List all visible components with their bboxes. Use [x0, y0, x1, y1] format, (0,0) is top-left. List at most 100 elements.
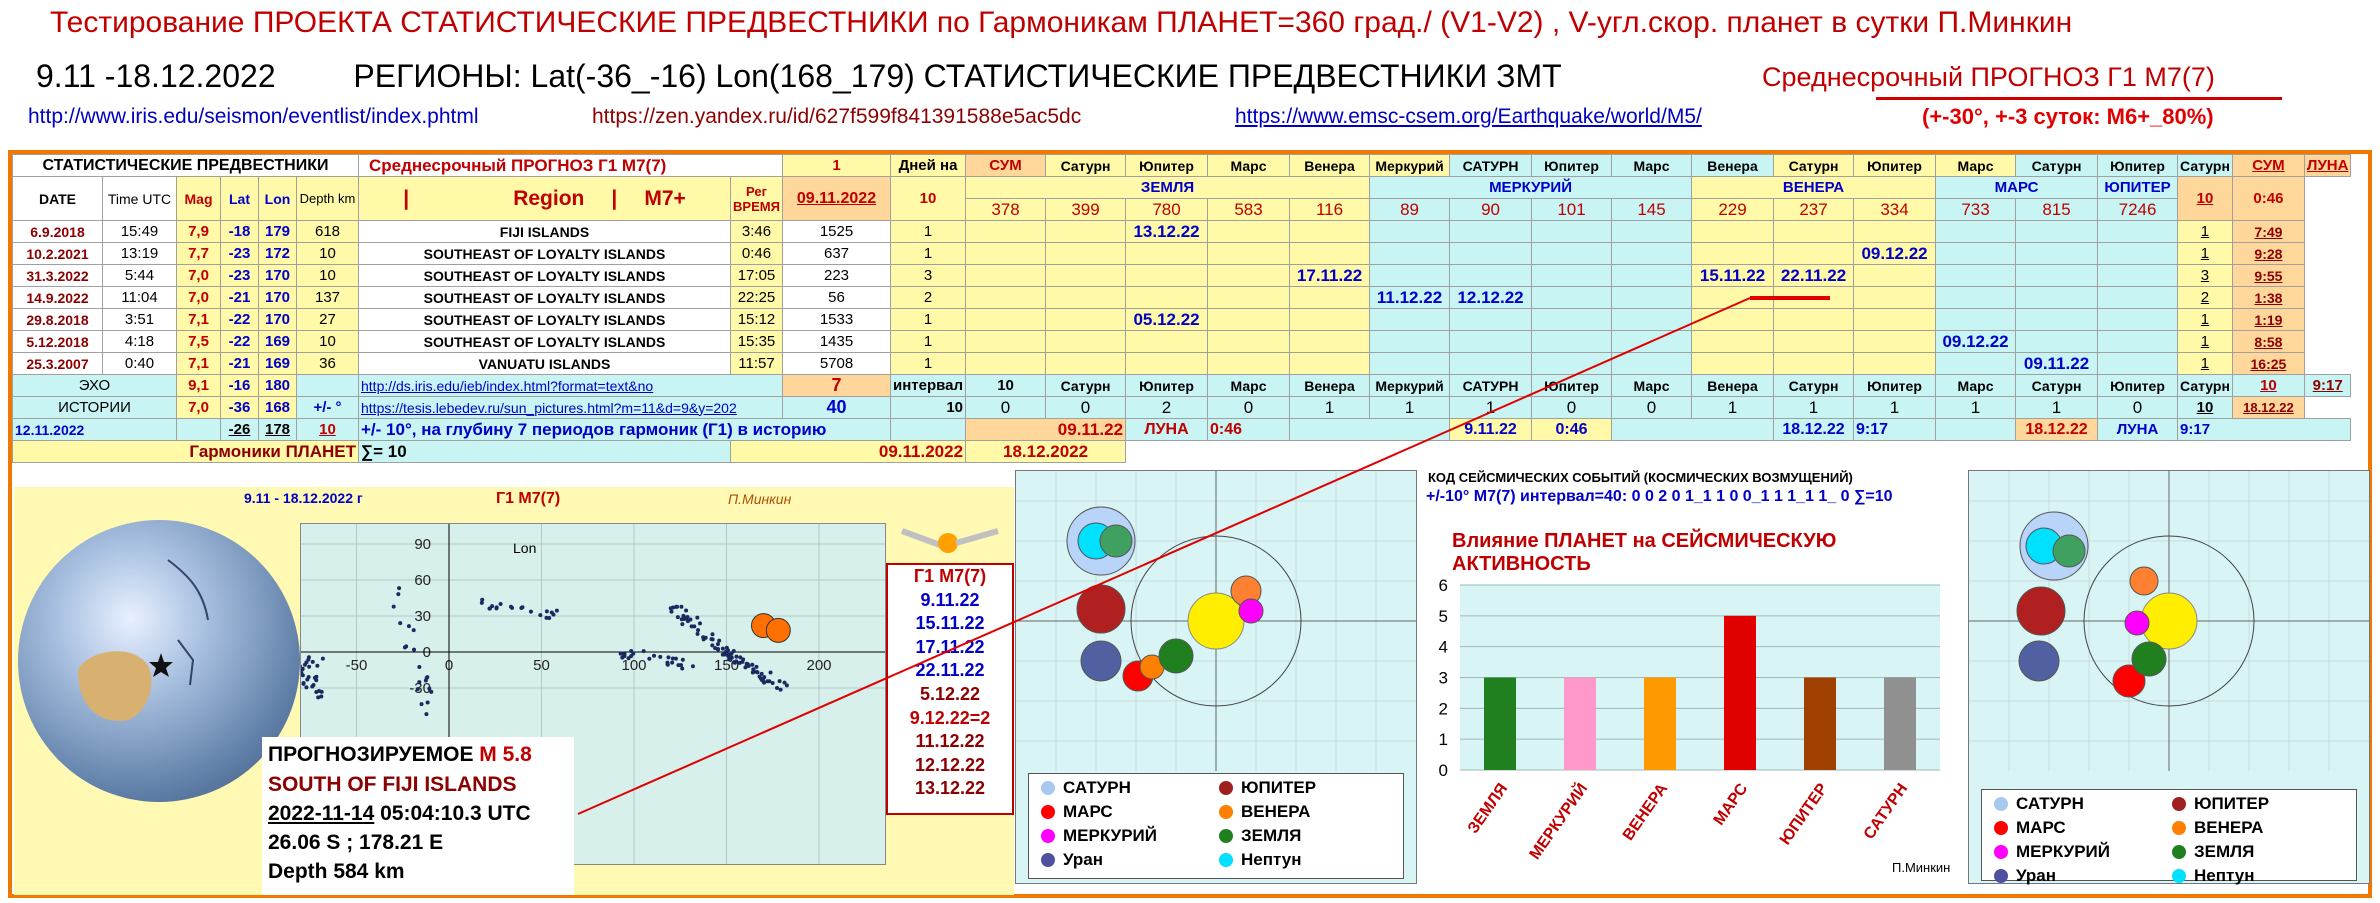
map-x-tick: 50 [533, 657, 550, 674]
empty-cell [1449, 330, 1533, 353]
australia-shape [78, 651, 152, 721]
now-depth: 10 [296, 418, 359, 441]
forecast-date-cell: 17.11.22 [1289, 264, 1371, 287]
table-row: 14.9.2022 11:04 7,0 -21 170 137 SOUTHEAST OF L… [12, 286, 2351, 309]
hist-count: 10 [889, 396, 967, 419]
legend-item: МАРС [1994, 818, 2066, 838]
row-region: VANUATU ISLANDS [358, 352, 731, 375]
row-sum: 1 [889, 330, 967, 353]
legend-item: ЗЕМЛЯ [1219, 826, 1301, 846]
planet-header: Сатурн [1773, 154, 1855, 177]
row-lat: -21 [220, 286, 259, 309]
forecast-dates-list: Г1 М7(7) 9.11.22 15.11.22 17.11.22 22.11.22… [886, 563, 1014, 815]
hist-count-cell: 0 [1611, 396, 1693, 419]
quake-dot [724, 652, 729, 657]
legend-item: САТУРН [1994, 794, 2084, 814]
days-label: Дней на [889, 154, 967, 177]
row-depth: 618 [296, 220, 359, 243]
bar-category-label: МАРС [1711, 780, 1752, 828]
row-date: 5.12.2018 [12, 330, 103, 353]
legend-swatch [1994, 821, 2008, 835]
row-lat: -18 [220, 220, 259, 243]
quake-dot [777, 679, 782, 684]
planet-header: Венера [1289, 154, 1371, 177]
legend-label: МАРС [2016, 818, 2066, 837]
empty-cell [1853, 264, 1937, 287]
empty-cell [1207, 352, 1291, 375]
table-row: DATE Time UTC Mag Lat Lon Depth km | Region | M7+… [12, 176, 2351, 221]
table-row: Гармоники ПЛАНЕТ ∑= 10 09.11.2022 18.12.202… [12, 440, 2351, 463]
predictors-table: СТАТИСТИЧЕСКИЕ ПРЕДВЕСТНИКИ Среднесрочный… [12, 154, 2352, 463]
now-d1: 09.11.22 [965, 418, 1127, 441]
legend-swatch [1041, 805, 1055, 819]
table-row: 31.3.2022 5:44 7,0 -23 170 10 SOUTHEAST OF LOY… [12, 264, 2351, 287]
quake-dot [320, 656, 325, 661]
predicted-time: 05:04:10.3 UTC [374, 802, 531, 825]
table-row: ИСТОРИИ 7,0 -36 168 +/- ° https://tesis.lebed… [12, 396, 2351, 419]
empty-cell [1289, 308, 1371, 331]
orbit-chart-left: САТУРН ЮПИТЕР МАРС ВЕНЕРА МЕРКУРИЙ ЗЕМЛЯ Уран Н… [1015, 470, 1417, 884]
empty-cell [1369, 242, 1451, 265]
quake-dot [419, 702, 424, 707]
legend-label: Нептун [1241, 850, 1302, 869]
empty-cell [1531, 242, 1613, 265]
empty-cell [1045, 242, 1127, 265]
row-days: 1435 [782, 330, 891, 353]
col-lat: Lat [220, 176, 259, 221]
quake-dot [775, 686, 780, 691]
row-mag: 7,5 [176, 330, 221, 353]
quake-dot [675, 615, 680, 620]
period-cell: 237 [1773, 198, 1855, 221]
legend-item: ЮПИТЕР [1219, 778, 1316, 798]
row-mag: 7,0 [176, 264, 221, 287]
forecast-date-cell: 22.11.22 [1773, 264, 1855, 287]
forecast-number: 1 [782, 154, 891, 177]
echo-lat: -16 [220, 374, 259, 397]
empty-cell [1691, 308, 1775, 331]
quake-dot [398, 621, 403, 626]
col-depth: Depth km [296, 176, 359, 221]
hist-link[interactable]: https://tesis.lebedev.ru/sun_pictures.ht… [358, 396, 783, 419]
col-region: | Region | M7+ [358, 176, 731, 221]
emsc-link[interactable]: https://www.emsc-csem.org/Earthquake/wor… [1235, 105, 1702, 128]
quake-dot [312, 675, 317, 680]
predicted-date: 2022-11-14 [268, 802, 375, 825]
quake-dot [679, 604, 684, 609]
row-reg: 11:57 [730, 352, 783, 375]
row-depth: 27 [296, 308, 359, 331]
empty-cell [1853, 308, 1937, 331]
quake-dot [528, 609, 533, 614]
quake-dot [666, 655, 671, 660]
map-model: Г1 М7(7) [496, 490, 561, 507]
empty-cell [1935, 286, 2017, 309]
bar-4 [1804, 677, 1836, 770]
echo-link[interactable]: http://ds.iris.edu/ieb/index.html?format… [358, 374, 783, 397]
row-days: 56 [782, 286, 891, 309]
planet-header: Юпитер [1853, 154, 1937, 177]
quake-dot [306, 675, 311, 680]
row-time: 15:49 [102, 220, 177, 243]
forecast-date-item: 12.12.22 [914, 754, 986, 775]
map-axis-lon: Lon [513, 540, 537, 556]
legend-swatch [1041, 829, 1055, 843]
region-bar-left: | [403, 186, 410, 210]
zen-link[interactable]: https://zen.yandex.ru/id/627f599f8413915… [592, 105, 1082, 128]
earth-circle [1099, 524, 1133, 558]
row-mag: 7,0 [176, 286, 221, 309]
legend-swatch [1994, 797, 2008, 811]
legend-item: Нептун [2172, 866, 2254, 886]
row-date: 6.9.2018 [12, 220, 103, 243]
forecast-date-item: 11.12.22 [915, 731, 985, 752]
iris-link[interactable]: http://www.iris.edu/seismon/eventlist/in… [28, 105, 479, 128]
row-mag: 7,1 [176, 308, 221, 331]
quake-dot [750, 662, 755, 667]
planet-header: Сатурн [2177, 154, 2233, 177]
quake-dot [751, 668, 756, 673]
epicenter-star-icon [149, 653, 173, 677]
row-lon: 169 [258, 352, 297, 375]
row-lat: -22 [220, 308, 259, 331]
planet-header: САТУРН [1449, 154, 1533, 177]
empty-cell [1125, 286, 1209, 309]
quake-dot [762, 680, 767, 685]
planet-header: Юпитер [1531, 154, 1613, 177]
